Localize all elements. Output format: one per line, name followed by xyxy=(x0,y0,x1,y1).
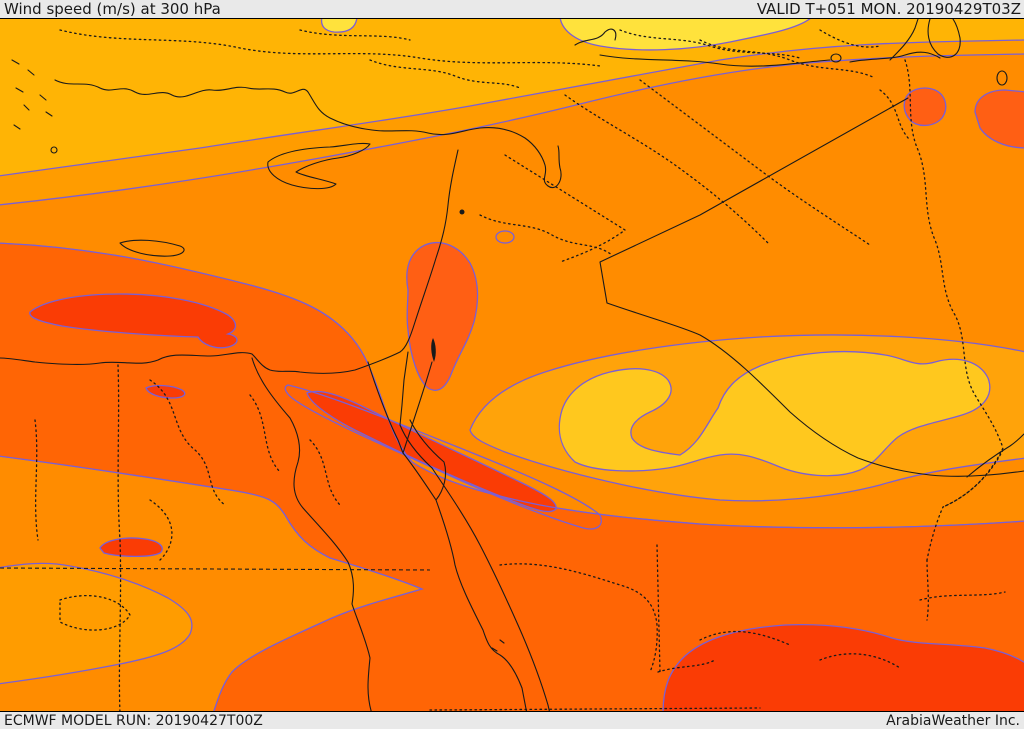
levant-egypt-coastline xyxy=(0,149,459,374)
geography-dotted-lines xyxy=(0,29,1006,711)
contour-region-jet-streak xyxy=(99,537,163,558)
rhodes-island xyxy=(50,146,58,154)
arabia-borders xyxy=(599,97,1024,477)
lake-urmia xyxy=(996,70,1008,86)
contour-line xyxy=(0,39,1024,177)
weather-map xyxy=(0,19,1024,711)
contour-region-yellow-minimum xyxy=(558,350,991,477)
contour-region-light-blob xyxy=(0,562,193,685)
nile-river xyxy=(251,357,372,711)
sinai-coastline xyxy=(402,419,447,501)
lake-van xyxy=(830,53,842,63)
wind-speed-regions xyxy=(0,19,1024,711)
iran-iraq-border xyxy=(904,59,1004,561)
contour-region-dark-patch xyxy=(974,89,1024,149)
dotted-border xyxy=(479,214,613,256)
title-bar: Wind speed (m/s) at 300 hPa VALID T+051 … xyxy=(0,0,1024,19)
contour-region-jet-streak xyxy=(29,293,238,349)
contour-region-yellow-bright xyxy=(320,19,358,33)
dotted-border xyxy=(619,29,881,59)
egypt-interior-borders xyxy=(149,379,341,506)
dotted-border xyxy=(699,39,911,141)
egypt-libya-border xyxy=(117,364,122,711)
aegean-islands xyxy=(11,59,53,130)
contour-region-jet-streak xyxy=(306,390,557,513)
dotted-border xyxy=(59,29,601,67)
contour-line xyxy=(0,455,424,711)
wind-speed-map-canvas xyxy=(0,19,1024,711)
desert-depression-outline xyxy=(59,499,173,631)
saudi-yemen-border xyxy=(499,544,716,673)
sea-of-galilee xyxy=(459,209,465,215)
contour-region-amber xyxy=(0,19,1024,176)
caspian-sea-coast xyxy=(927,19,961,58)
contour-region-jet-streak xyxy=(662,623,1024,711)
dotted-border xyxy=(299,29,521,89)
contour-region-dark-patch xyxy=(903,87,947,127)
turkey-coastline xyxy=(54,79,562,188)
red-sea-west-coast xyxy=(431,467,550,711)
arabia-interior-borders xyxy=(699,591,1006,669)
valid-time-label: VALID T+051 MON. 20190429T03Z xyxy=(756,0,1021,18)
contour-line xyxy=(0,53,1024,206)
map-title: Wind speed (m/s) at 300 hPa xyxy=(4,0,221,18)
crete-island xyxy=(119,239,185,257)
credit-label: ArabiaWeather Inc. xyxy=(886,712,1020,729)
footer-bar: ECMWF MODEL RUN: 20190427T00Z ArabiaWeat… xyxy=(0,711,1024,729)
caucasus-border xyxy=(889,19,919,61)
contour-region-yellow-bright xyxy=(559,19,811,51)
contour-region-dark-patch xyxy=(406,241,479,391)
dead-sea xyxy=(431,338,436,362)
israel-borders xyxy=(367,361,433,454)
egypt-sudan-border xyxy=(0,567,431,571)
contour-line xyxy=(284,384,602,530)
euphrates-river xyxy=(564,94,771,246)
dotted-border xyxy=(429,707,761,711)
persian-gulf-coast xyxy=(966,433,1024,478)
red-sea-east-coast xyxy=(435,499,527,711)
black-sea-coast xyxy=(574,28,617,46)
model-run-label: ECMWF MODEL RUN: 20190427T00Z xyxy=(4,712,263,729)
geography-lines xyxy=(0,19,1024,711)
cyprus-island xyxy=(267,142,371,190)
syria-iraq-border xyxy=(504,154,627,263)
contour-line xyxy=(495,230,515,244)
dotted-border xyxy=(34,419,39,541)
tigris-river xyxy=(639,79,871,246)
farasan-islands xyxy=(491,639,505,652)
contour-region-jet-streak xyxy=(145,384,186,399)
contour-lines xyxy=(0,39,1024,711)
gulf-coast-dotted xyxy=(926,449,1004,621)
